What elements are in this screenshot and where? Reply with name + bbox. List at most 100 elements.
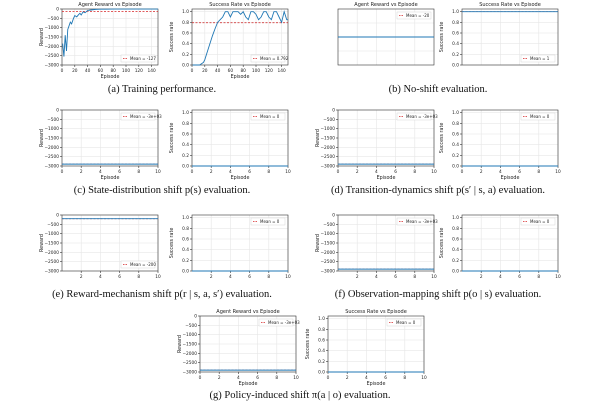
y-tick-label: 0.0 [452, 269, 459, 275]
chart-g-reward: 0 2 4 6 8 10 0 −500 −1000 −1500 −2000 −2500 −3000 Age… [177, 309, 300, 387]
legend-box [396, 217, 432, 226]
legend-label: Mean = -200 [130, 262, 156, 267]
chart-title: Agent Reward vs Episode [216, 309, 279, 315]
x-tick-label: 2 [80, 274, 83, 280]
chart-d-success: 0 2 4 6 8 10 0.0 0.2 0.4 0.6 0.8 1.0 Episode Success … [439, 109, 561, 181]
x-tick-label: 10 [293, 375, 299, 381]
y-tick-label: 1.0 [318, 316, 325, 322]
y-axis-label: Success rate [439, 123, 445, 154]
y-tick-label: −1500 [182, 342, 197, 348]
x-tick-label: 10 [155, 169, 161, 175]
x-axis-label: Episode [367, 381, 386, 387]
legend-label: Mean = -3e+03 [268, 320, 300, 325]
y-tick-label: 0.4 [452, 142, 459, 148]
y-tick-label: 0.2 [182, 153, 189, 159]
y-tick-label: 0.2 [318, 359, 325, 365]
x-tick-label: 60 [228, 68, 234, 74]
legend-label: Mean = 0 [396, 320, 416, 325]
y-tick-label: −2500 [182, 360, 197, 366]
x-axis-label: Episode [231, 175, 250, 181]
x-axis-label: Episode [101, 74, 120, 80]
y-tick-label: 1.0 [182, 9, 189, 15]
y-tick-label: 0.4 [452, 247, 459, 253]
y-tick-label: −500 [323, 117, 335, 123]
y-axis-label: Reward [177, 335, 183, 353]
y-axis-label: Success rate [439, 22, 445, 53]
y-tick-label: −2000 [320, 145, 335, 151]
chart-title: Agent Reward vs Episode [78, 2, 141, 8]
y-tick-label: 0.8 [318, 327, 325, 333]
x-tick-label: 6 [518, 274, 521, 280]
series-line [62, 8, 158, 57]
x-tick-label: 4 [499, 274, 502, 280]
x-tick-label: 80 [110, 68, 116, 74]
y-tick-label: −500 [185, 323, 197, 329]
y-axis-label: Reward [39, 234, 45, 252]
x-tick-label: 8 [413, 169, 416, 175]
y-tick-label: −3000 [320, 164, 335, 170]
x-tick-label: 6 [394, 169, 397, 175]
x-tick-label: 10 [555, 274, 561, 280]
chart-c-success: 0 2 4 6 8 10 0.0 0.2 0.4 0.6 0.8 1.0 Episode Success … [169, 109, 291, 181]
x-tick-label: 10 [431, 169, 437, 175]
x-tick-label: 140 [147, 68, 155, 74]
y-tick-label: −1500 [44, 241, 59, 247]
chart-title: Agent Reward vs Episode [354, 2, 417, 8]
y-axis-label: Success rate [305, 329, 311, 360]
y-axis-label: Success rate [439, 228, 445, 259]
caption-g: (g) Policy-induced shift π(a | o) evalua… [209, 390, 391, 401]
y-tick-label: −1000 [320, 126, 335, 132]
y-tick-label: −3000 [44, 269, 59, 275]
plot-frame [461, 8, 559, 66]
chart-f-reward: 2 4 6 8 10 0 −500 −1000 −1500 −2000 −2500 −3000 Rewa… [315, 213, 438, 281]
x-tick-label: 8 [403, 375, 406, 381]
y-tick-label: −1500 [44, 136, 59, 142]
x-tick-label: 6 [248, 169, 251, 175]
y-tick-label: −2000 [320, 250, 335, 256]
y-tick-label: −500 [323, 222, 335, 228]
x-tick-label: 6 [518, 169, 521, 175]
x-tick-label: 8 [137, 274, 140, 280]
chart-b-success: 0.0 0.2 0.4 0.6 0.8 1.0 Success Rate vs Episod… [439, 2, 559, 69]
chart-title: Success Rate vs Episode [479, 2, 541, 8]
legend-box [396, 11, 432, 20]
y-tick-label: −2000 [44, 250, 59, 256]
x-tick-label: 6 [256, 375, 259, 381]
y-tick-label: −2500 [44, 53, 59, 59]
x-tick-label: 0 [61, 68, 64, 74]
x-tick-label: 8 [413, 274, 416, 280]
y-tick-label: 0.6 [452, 237, 459, 243]
x-tick-label: 10 [421, 375, 427, 381]
y-tick-label: 0.2 [452, 153, 459, 159]
caption-f: (f) Observation-mapping shift p(o | s) e… [334, 289, 542, 300]
legend-label: Mean = 0 [530, 219, 550, 224]
y-tick-label: 0.4 [182, 142, 189, 148]
y-tick-label: 0.8 [452, 226, 459, 232]
y-tick-label: −2500 [320, 154, 335, 160]
x-tick-label: 0 [199, 375, 202, 381]
x-tick-label: 4 [99, 274, 102, 280]
caption-c: (c) State-distribution shift p(s) evalua… [73, 185, 251, 196]
x-tick-label: 10 [155, 274, 161, 280]
x-tick-label: 2 [210, 169, 213, 175]
x-tick-label: 8 [137, 169, 140, 175]
legend-label: Mean = -20 [406, 13, 430, 18]
y-tick-label: 0.0 [182, 269, 189, 275]
legend-label: Mean = -3e+03 [406, 219, 438, 224]
y-tick-label: −3000 [182, 370, 197, 376]
y-tick-label: −3000 [44, 164, 59, 170]
legend-label: Mean = -127 [130, 56, 156, 61]
x-tick-label: 4 [499, 169, 502, 175]
y-tick-label: −1000 [44, 25, 59, 31]
y-axis-label: Success rate [169, 123, 175, 154]
chart-title: Success Rate vs Episode [209, 2, 271, 8]
legend-label: Mean = -3e+03 [130, 114, 162, 119]
y-tick-label: 0.8 [182, 20, 189, 26]
x-tick-label: 0 [191, 169, 194, 175]
legend-box [396, 112, 432, 121]
y-tick-label: 0.4 [318, 348, 325, 354]
x-axis-label: Episode [501, 175, 520, 181]
legend-label: Mean = 0 [260, 114, 280, 119]
y-axis-label: Reward [315, 234, 321, 252]
y-tick-label: 0.4 [452, 41, 459, 47]
